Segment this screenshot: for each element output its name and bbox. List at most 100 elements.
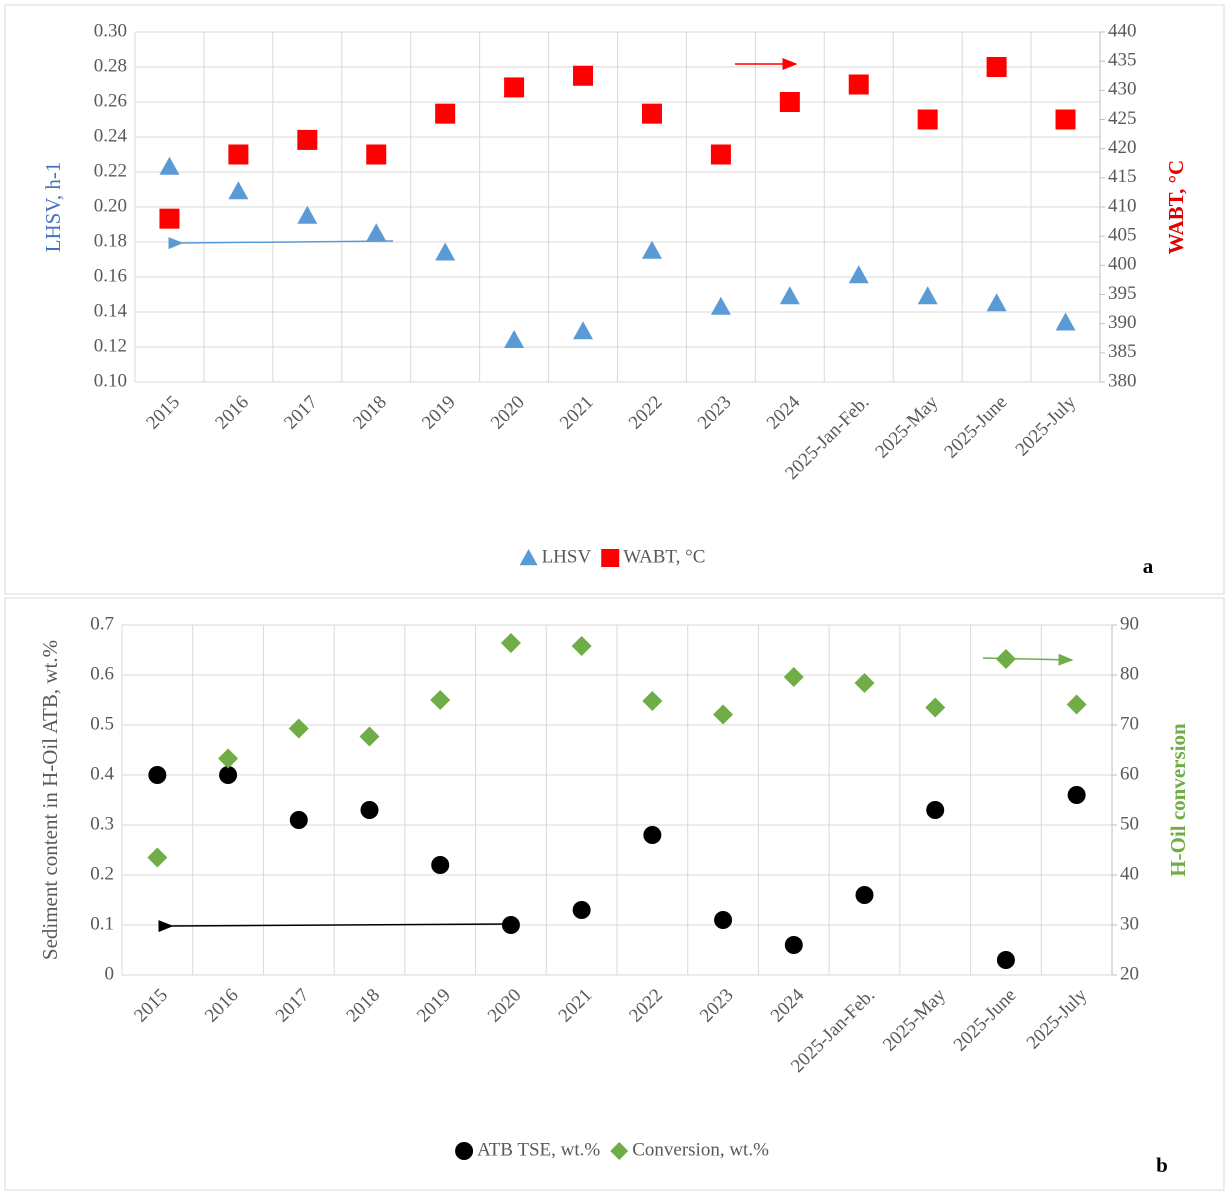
x-tick-label: 2016 (211, 392, 253, 434)
marker-square (504, 77, 525, 98)
x-tick-label: 2021 (556, 392, 598, 434)
panel-border (4, 597, 1225, 1191)
y-tick-label: 0.5 (90, 713, 114, 734)
marker-diamond (147, 847, 168, 868)
marker-circle (148, 766, 167, 784)
y-tick-label: 0.20 (94, 195, 127, 216)
marker-triangle (159, 156, 180, 175)
x-tick-label: 2019 (413, 985, 455, 1027)
marker-triangle (297, 205, 318, 224)
x-tick-label: 2025-June (940, 392, 1011, 463)
y-tick-label: 0.24 (94, 125, 128, 146)
marker-triangle (917, 286, 938, 305)
y-tick-label: 0.10 (94, 370, 127, 391)
y-tick-label: 0.14 (94, 300, 128, 321)
legend-label: ATB TSE, wt.% (477, 1139, 600, 1160)
y-tick-label: 0.4 (90, 763, 114, 784)
legend-label: LHSV (542, 546, 592, 567)
marker-triangle (779, 286, 800, 305)
y-tick-label: 0.30 (94, 20, 127, 41)
x-tick-label: 2021 (555, 985, 597, 1027)
y2-tick-label: 20 (1120, 963, 1139, 984)
marker-square (641, 103, 662, 124)
marker-diamond (500, 633, 521, 653)
marker-diamond (854, 673, 875, 693)
y-tick-label: 0.16 (94, 265, 127, 286)
x-tick-label: 2022 (625, 392, 667, 434)
legend-marker (519, 549, 538, 566)
marker-triangle (986, 293, 1007, 312)
x-tick-label: 2024 (767, 984, 809, 1026)
y2-tick-label: 70 (1120, 713, 1139, 734)
marker-diamond (713, 704, 734, 725)
x-tick-label: 2025-May (879, 984, 950, 1055)
marker-square (159, 208, 180, 229)
y-tick-label: 0.28 (94, 55, 127, 76)
y2-tick-label: 435 (1108, 50, 1137, 71)
y-tick-label: 0.22 (94, 160, 127, 181)
marker-square (1055, 109, 1076, 130)
y-tick-label: 0.26 (94, 90, 127, 111)
marker-circle (926, 801, 945, 819)
marker-circle (855, 886, 874, 904)
x-tick-label: 2020 (484, 985, 526, 1027)
legend-label: WABT, °C (623, 546, 705, 567)
panel-border (4, 4, 1225, 595)
x-tick-label: 2025-June (950, 985, 1021, 1056)
marker-circle (996, 951, 1015, 969)
marker-diamond (925, 697, 946, 718)
marker-circle (289, 811, 308, 829)
marker-diamond (642, 691, 663, 711)
legend-marker (601, 549, 620, 567)
marker-square (573, 65, 594, 86)
x-tick-label: 2025-May (871, 391, 942, 462)
marker-diamond (288, 718, 309, 739)
marker-circle (501, 916, 520, 934)
marker-triangle (848, 265, 869, 284)
marker-triangle (435, 242, 456, 261)
y2-tick-label: 420 (1108, 137, 1137, 158)
marker-circle (219, 766, 238, 784)
legend-marker (455, 1142, 474, 1160)
legend-label: Conversion, wt.% (632, 1139, 769, 1160)
y2-tick-label: 90 (1120, 613, 1139, 634)
marker-square (986, 57, 1007, 77)
y2-tick-label: 395 (1108, 283, 1137, 304)
x-tick-label: 2016 (201, 985, 243, 1027)
marker-diamond (783, 667, 804, 687)
marker-square (366, 144, 387, 165)
plots: 0.100.120.140.160.180.200.220.240.260.28… (38, 20, 1190, 1176)
y2-tick-label: 410 (1108, 195, 1137, 216)
y-axis-title: LHSV, h-1 (41, 162, 65, 253)
marker-diamond (1066, 694, 1087, 715)
x-tick-label: 2020 (487, 392, 529, 434)
arrow (158, 920, 511, 933)
x-tick-label: 2019 (418, 392, 460, 434)
y2-tick-label: 405 (1108, 225, 1137, 246)
marker-triangle (504, 330, 525, 348)
marker-triangle (710, 296, 731, 315)
marker-square (297, 129, 318, 150)
x-tick-label: 2022 (625, 985, 667, 1027)
x-tick-label: 2015 (130, 985, 172, 1027)
y-tick-label: 0.2 (90, 863, 114, 884)
y2-tick-label: 440 (1108, 20, 1137, 41)
y2-tick-label: 415 (1108, 166, 1137, 187)
legend-marker (610, 1142, 629, 1160)
marker-triangle (1055, 312, 1076, 331)
y2-axis-title: WABT, °C (1164, 160, 1188, 254)
y2-tick-label: 385 (1108, 341, 1137, 362)
y-tick-label: 0 (105, 963, 115, 984)
marker-triangle (573, 321, 594, 340)
x-tick-label: 2024 (763, 391, 805, 433)
y2-axis-title: H-Oil conversion (1166, 723, 1190, 877)
x-tick-label: 2025-July (1023, 984, 1092, 1053)
y2-tick-label: 40 (1120, 863, 1139, 884)
marker-square (228, 144, 249, 165)
marker-triangle (366, 223, 387, 242)
x-tick-label: 2025-July (1012, 391, 1081, 460)
x-tick-label: 2015 (142, 392, 184, 434)
marker-square (435, 103, 456, 124)
